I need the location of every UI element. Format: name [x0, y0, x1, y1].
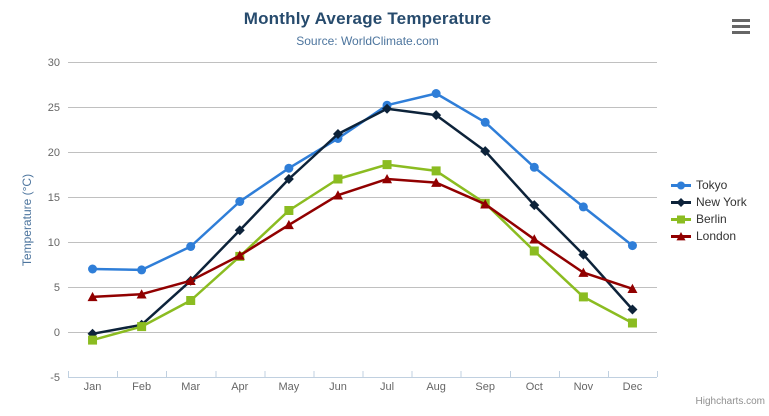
legend-label: Berlin — [696, 212, 727, 226]
point-tokyo-sep[interactable] — [480, 117, 490, 127]
point-tokyo-mar[interactable] — [186, 242, 196, 251]
point-london-nov[interactable] — [578, 267, 589, 277]
y-axis-label: 20 — [48, 147, 60, 159]
point-tokyo-oct[interactable] — [529, 162, 539, 172]
x-axis-label: Aug — [426, 381, 446, 393]
series-line-tokyo[interactable] — [91, 92, 634, 272]
triangle-marker-icon — [671, 231, 691, 240]
y-axis-label: 0 — [54, 327, 60, 339]
hamburger-icon — [732, 30, 750, 34]
point-berlin-dec[interactable] — [627, 318, 637, 328]
hamburger-icon — [732, 24, 750, 28]
point-london-dec[interactable] — [627, 283, 638, 294]
point-london-mar[interactable] — [185, 275, 196, 285]
point-berlin-oct[interactable] — [529, 246, 539, 256]
point-tokyo-aug[interactable] — [431, 89, 441, 98]
point-london-feb[interactable] — [136, 289, 147, 299]
point-london-may[interactable] — [283, 219, 294, 230]
series-line-london[interactable] — [91, 177, 634, 299]
square-marker-icon — [671, 215, 691, 223]
point-london-apr[interactable] — [234, 250, 245, 260]
x-axis-label: Jul — [380, 381, 394, 393]
point-new-york-apr[interactable] — [234, 225, 245, 236]
point-new-york-aug[interactable] — [431, 110, 442, 121]
legend-item-london[interactable]: London — [671, 228, 747, 244]
point-new-york-oct[interactable] — [529, 200, 540, 211]
point-berlin-mar[interactable] — [186, 296, 196, 305]
credits-link[interactable]: Highcharts.com — [695, 396, 765, 407]
y-axis-label: 25 — [48, 102, 60, 114]
x-axis-label: Apr — [231, 381, 248, 393]
legend-item-new-york[interactable]: New York — [671, 194, 747, 210]
point-tokyo-dec[interactable] — [627, 241, 637, 251]
point-berlin-jan[interactable] — [88, 335, 98, 345]
context-menu-button[interactable] — [730, 16, 752, 36]
y-axis-label: 15 — [48, 192, 60, 204]
chart-subtitle: Source: WorldClimate.com — [296, 34, 439, 48]
point-tokyo-apr[interactable] — [235, 197, 245, 206]
y-axis-label: 30 — [48, 57, 60, 69]
x-axis-label: Dec — [623, 381, 643, 393]
legend-label: Tokyo — [696, 178, 728, 192]
point-berlin-jul[interactable] — [382, 160, 392, 170]
point-london-aug[interactable] — [431, 177, 442, 187]
point-london-jan[interactable] — [87, 291, 98, 302]
y-axis-title: Temperature (°C) — [20, 173, 34, 267]
point-new-york-sep[interactable] — [480, 146, 491, 157]
point-new-york-jul[interactable] — [382, 103, 393, 114]
y-axis-label: -5 — [50, 372, 60, 384]
point-berlin-aug[interactable] — [431, 166, 441, 176]
y-axis-label: 10 — [48, 237, 60, 249]
legend-label: London — [696, 229, 737, 243]
point-berlin-feb[interactable] — [137, 322, 147, 332]
point-tokyo-jan[interactable] — [88, 264, 98, 274]
point-berlin-jun[interactable] — [333, 174, 343, 184]
legend-item-berlin[interactable]: Berlin — [671, 211, 747, 227]
point-new-york-nov[interactable] — [578, 249, 589, 260]
series-line-berlin[interactable] — [91, 163, 634, 342]
point-london-jun[interactable] — [332, 190, 343, 200]
point-london-jul[interactable] — [382, 174, 393, 184]
legend-item-tokyo[interactable]: Tokyo — [671, 177, 747, 193]
y-axis-label: 5 — [54, 282, 60, 294]
diamond-marker-icon — [671, 197, 691, 207]
x-axis-label: Jan — [84, 381, 102, 393]
point-berlin-may[interactable] — [284, 206, 294, 215]
point-tokyo-may[interactable] — [284, 163, 294, 173]
x-axis-label: Oct — [526, 381, 543, 393]
point-new-york-dec[interactable] — [627, 304, 638, 315]
point-tokyo-feb[interactable] — [137, 265, 147, 275]
point-new-york-jun[interactable] — [332, 129, 343, 139]
point-berlin-nov[interactable] — [578, 292, 588, 302]
x-axis-label: Feb — [132, 381, 151, 393]
chart-title: Monthly Average Temperature — [243, 9, 492, 28]
circle-marker-icon — [671, 181, 691, 189]
x-axis-label: Mar — [181, 381, 200, 393]
point-london-sep[interactable] — [480, 199, 491, 209]
x-axis-label: Jun — [329, 381, 347, 393]
x-axis-label: May — [278, 381, 299, 393]
series-line-new-york[interactable] — [91, 107, 634, 336]
point-new-york-may[interactable] — [283, 174, 294, 184]
x-axis-label: Nov — [574, 381, 594, 393]
hamburger-icon — [732, 18, 750, 22]
point-london-oct[interactable] — [529, 234, 540, 244]
point-tokyo-nov[interactable] — [578, 202, 588, 212]
legend-label: New York — [696, 195, 747, 209]
x-axis-label: Sep — [475, 381, 495, 393]
legend: Tokyo New York Berlin London — [671, 177, 747, 245]
